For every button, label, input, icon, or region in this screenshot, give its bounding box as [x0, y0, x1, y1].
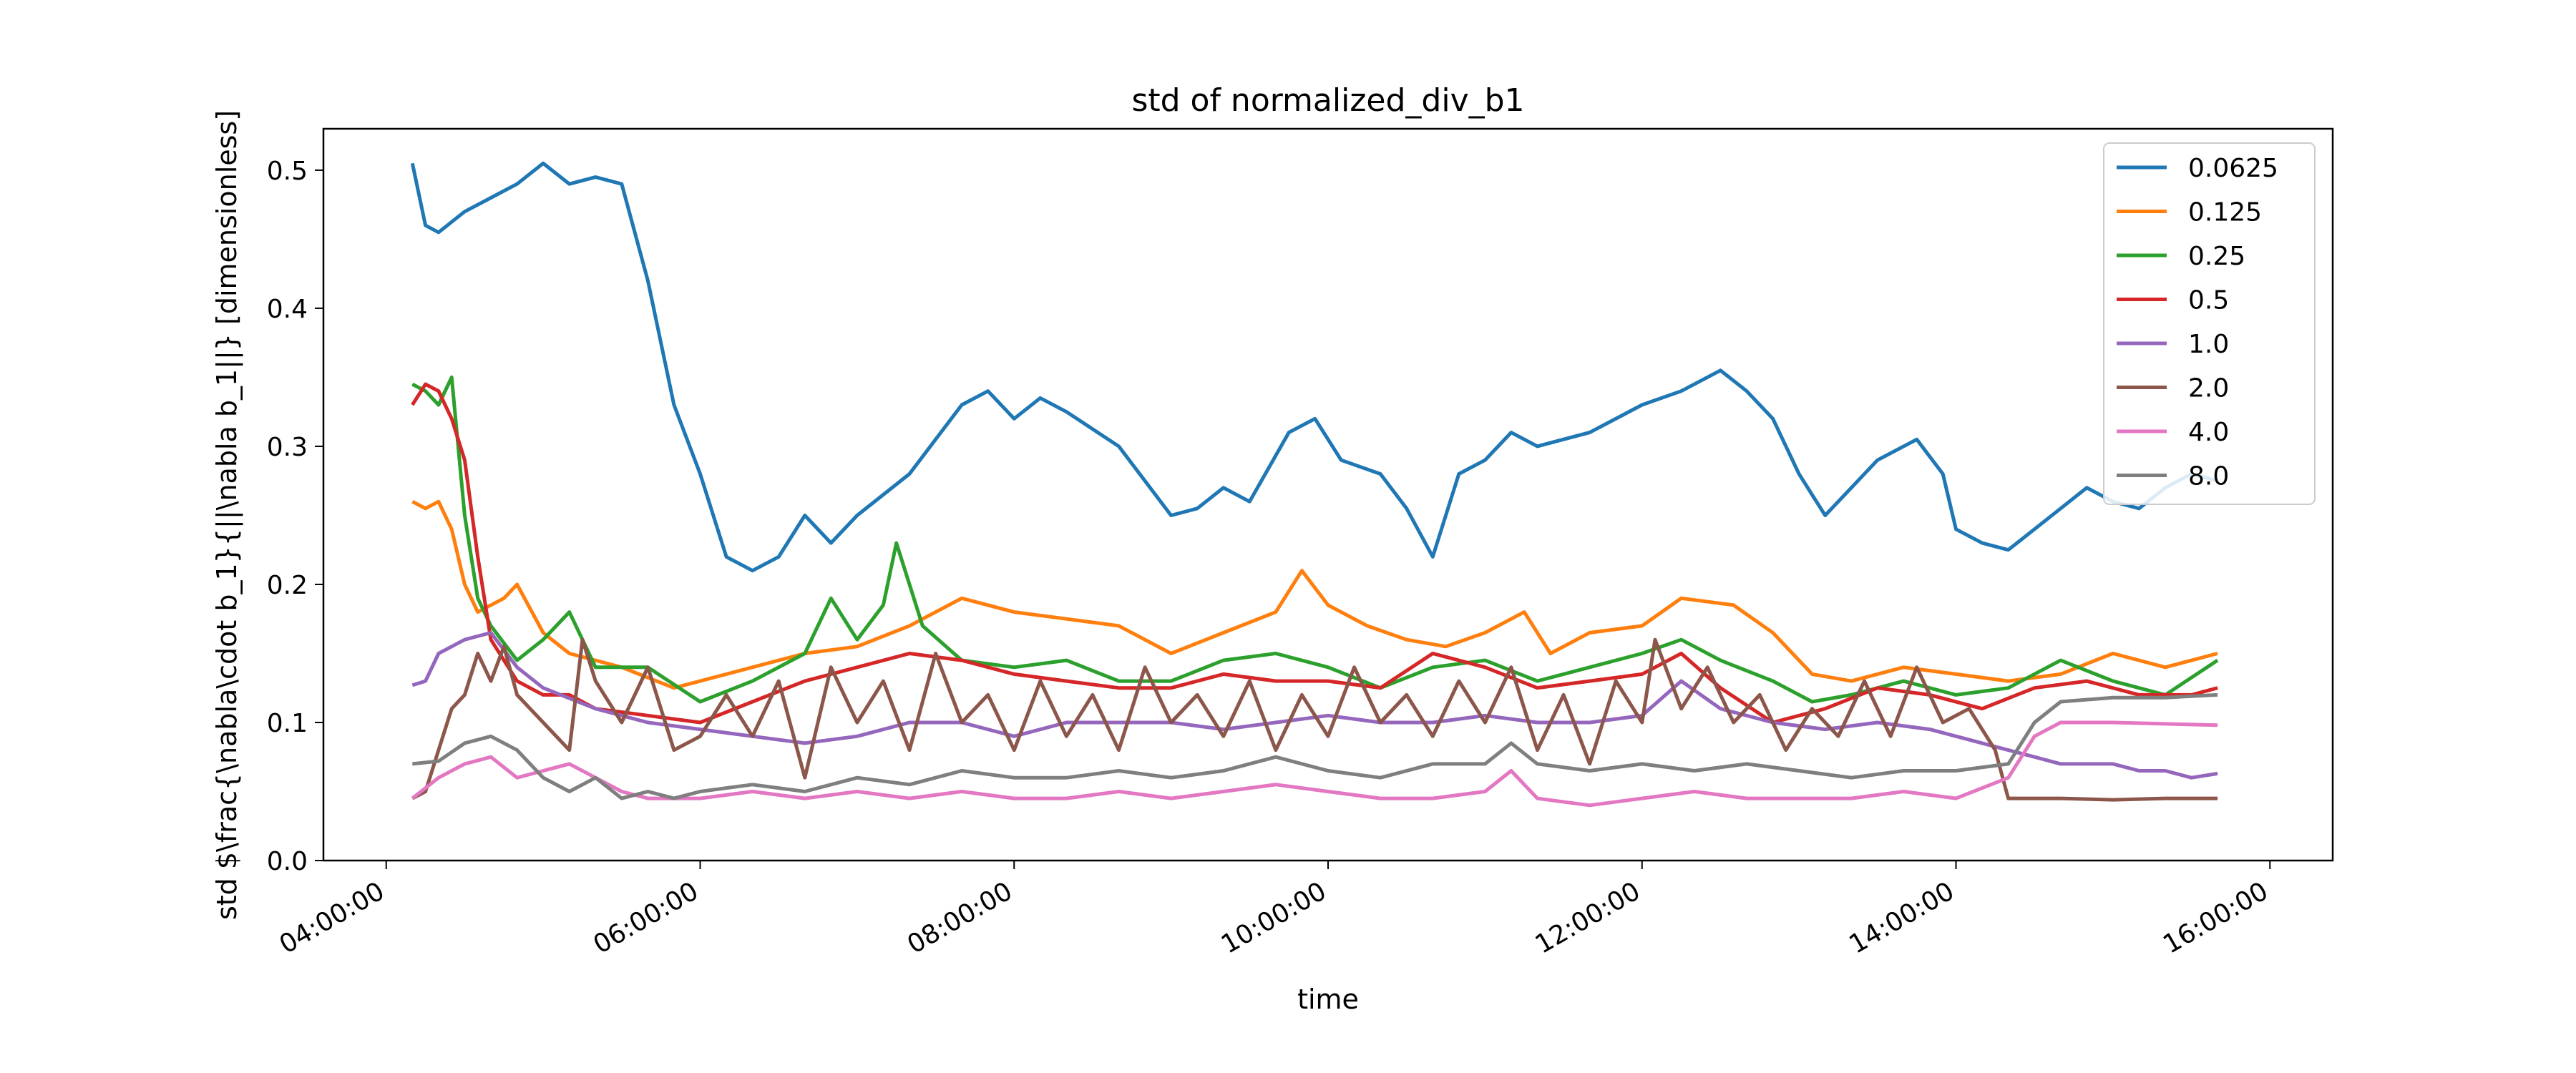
legend: 0.0625 0.125 0.25 0.5 1.0 2.0 4.0 8.0: [2103, 142, 2316, 505]
x-axis-label: time: [1297, 984, 1359, 1015]
x-tick-label: 04:00:00: [275, 876, 390, 959]
legend-label: 4.0: [2188, 418, 2229, 447]
y-tick-label: 0.1: [267, 709, 308, 738]
series-line-1: [411, 499, 2218, 690]
x-tick-label: 16:00:00: [2158, 876, 2273, 959]
legend-label: 2.0: [2188, 374, 2229, 403]
y-axis: 0.0 0.1 0.2 0.3 0.4 0.5: [267, 157, 323, 876]
x-axis: 04:00:00 06:00:00 08:00:00 10:00:00 12:00:00…: [275, 861, 2273, 960]
x-tick-label: 06:00:00: [588, 876, 703, 959]
series-line-2: [411, 375, 2219, 704]
series-line-4: [411, 631, 2218, 780]
series-layer: [410, 161, 2219, 808]
series-line-3: [411, 382, 2218, 725]
series-line-5: [411, 637, 2218, 802]
legend-label: 0.125: [2188, 198, 2262, 227]
y-tick-label: 0.5: [267, 157, 308, 186]
plot-frame: [322, 127, 2334, 862]
y-axis-label: std $\frac{\nabla\cdot b_1}{||\nabla b_1…: [211, 110, 243, 920]
legend-label: 0.25: [2188, 242, 2245, 271]
legend-label: 1.0: [2188, 330, 2229, 359]
y-tick-label: 0.2: [267, 571, 308, 600]
legend-label: 8.0: [2188, 462, 2229, 491]
x-tick-label: 14:00:00: [1844, 876, 1959, 959]
x-tick-label: 10:00:00: [1216, 876, 1332, 959]
legend-label: 0.0625: [2188, 154, 2278, 183]
chart-title: std of normalized_div_b1: [1131, 82, 1524, 119]
series-line-6: [411, 720, 2218, 808]
series-line-7: [412, 692, 2218, 800]
y-tick-label: 0.3: [267, 433, 308, 462]
y-tick-label: 0.0: [267, 847, 308, 876]
series-line-0: [410, 161, 2218, 573]
y-tick-label: 0.4: [267, 295, 308, 324]
x-tick-label: 12:00:00: [1531, 876, 1646, 959]
x-tick-label: 08:00:00: [902, 876, 1018, 959]
legend-label: 0.5: [2188, 286, 2229, 315]
legend-box: [2103, 142, 2316, 505]
